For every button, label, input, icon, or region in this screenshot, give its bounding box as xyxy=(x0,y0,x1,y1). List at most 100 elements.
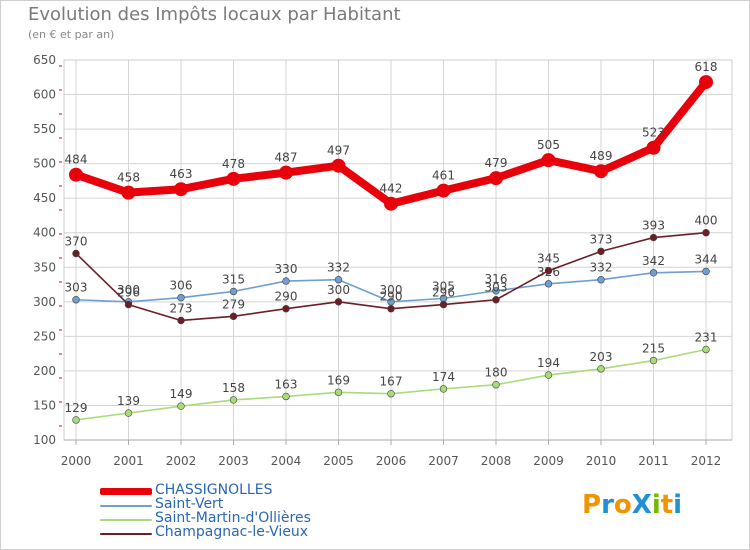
legend-item: Saint-Martin-d'Ollières xyxy=(100,510,400,526)
data-point xyxy=(72,249,80,258)
x-tick-label: 2000 xyxy=(61,454,92,468)
legend-swatch xyxy=(100,488,152,495)
legend-item: CHASSIGNOLLES xyxy=(100,482,400,498)
x-tick-label: 2012 xyxy=(691,454,722,468)
data-point xyxy=(121,185,136,200)
data-label: 487 xyxy=(275,151,298,165)
data-point xyxy=(544,267,553,275)
legend-label: Champagnac-le-Vieux xyxy=(155,524,309,540)
data-label: 370 xyxy=(65,234,88,248)
y-tick-label: 350 xyxy=(33,260,56,274)
data-label: 163 xyxy=(275,377,298,391)
data-point xyxy=(439,385,448,393)
data-point xyxy=(492,381,500,389)
data-point xyxy=(334,298,343,306)
legend-label: Saint-Vert xyxy=(155,496,224,512)
data-label: 478 xyxy=(222,157,245,171)
data-point xyxy=(177,293,185,302)
data-point xyxy=(702,345,710,354)
x-tick-label: 2004 xyxy=(271,454,302,468)
data-label: 442 xyxy=(380,182,403,196)
chart-title: Evolution des Impôts locaux par Habitant xyxy=(28,4,401,25)
data-label: 332 xyxy=(327,261,350,275)
x-tick-label: 2007 xyxy=(428,454,459,468)
data-label: 231 xyxy=(695,330,718,344)
data-label: 393 xyxy=(642,219,665,233)
data-label: 290 xyxy=(380,290,403,304)
logo-letter: r xyxy=(601,490,614,520)
data-point xyxy=(541,153,556,168)
data-label: 290 xyxy=(275,290,298,304)
data-point xyxy=(174,182,188,197)
data-label: 305 xyxy=(432,279,455,293)
data-label: 174 xyxy=(432,370,455,384)
y-tick-label: 550 xyxy=(33,122,56,136)
data-label: 300 xyxy=(380,283,403,297)
data-point xyxy=(177,402,185,410)
data-label: 479 xyxy=(485,156,508,170)
data-label: 303 xyxy=(485,281,508,295)
data-label: 342 xyxy=(642,254,665,268)
data-label: 300 xyxy=(327,283,350,297)
data-point xyxy=(177,316,185,325)
data-point xyxy=(597,247,605,256)
y-tick-label: 100 xyxy=(33,433,56,447)
logo-letter: i xyxy=(651,490,661,520)
y-tick-label: 650 xyxy=(33,53,56,67)
data-point xyxy=(544,371,553,379)
data-label: 203 xyxy=(590,350,613,364)
data-point xyxy=(594,164,608,179)
x-tick-label: 2002 xyxy=(166,454,197,468)
logo-letter: P xyxy=(582,490,602,520)
legend-label: CHASSIGNOLLES xyxy=(155,482,273,498)
data-point xyxy=(439,300,448,309)
data-point xyxy=(229,396,238,404)
data-label: 345 xyxy=(537,252,560,266)
data-point xyxy=(649,269,658,277)
data-label: 180 xyxy=(485,366,508,380)
data-point xyxy=(649,233,658,242)
data-label: 461 xyxy=(432,169,455,183)
data-label: 489 xyxy=(590,149,613,163)
data-point xyxy=(649,356,658,365)
data-label: 618 xyxy=(695,60,718,74)
data-label: 332 xyxy=(590,261,613,275)
chart-subtitle: (en € et par an) xyxy=(28,28,115,41)
data-label: 484 xyxy=(65,153,88,167)
data-point xyxy=(544,280,553,288)
data-point xyxy=(229,312,238,321)
y-tick-label: 200 xyxy=(33,364,56,378)
data-point xyxy=(492,287,500,295)
data-label: 158 xyxy=(222,381,245,395)
data-point xyxy=(387,390,395,398)
data-point xyxy=(282,277,290,285)
data-point xyxy=(279,165,293,180)
data-point xyxy=(387,305,395,313)
data-point xyxy=(72,296,80,304)
data-label: 303 xyxy=(65,281,88,295)
legend-item: Champagnac-le-Vieux xyxy=(100,524,400,540)
data-point xyxy=(69,167,83,182)
data-point xyxy=(597,276,605,284)
data-point xyxy=(384,196,398,211)
data-point xyxy=(436,183,451,198)
data-point xyxy=(72,416,80,424)
x-tick-label: 2003 xyxy=(218,454,249,468)
data-point xyxy=(702,267,710,276)
x-tick-label: 2011 xyxy=(638,454,669,468)
data-point xyxy=(282,392,290,401)
x-tick-label: 2010 xyxy=(586,454,617,468)
x-tick-label: 2005 xyxy=(323,454,354,468)
data-point xyxy=(226,171,241,186)
y-tick-label: 450 xyxy=(33,191,56,205)
data-label: 523 xyxy=(642,126,665,140)
data-label: 300 xyxy=(117,283,140,297)
legend-swatch xyxy=(100,519,152,521)
data-label: 279 xyxy=(222,297,245,311)
y-tick-label: 150 xyxy=(33,398,56,412)
proxiti-logo: ProXiti xyxy=(582,490,682,520)
data-label: 463 xyxy=(170,167,193,181)
logo-letter: i xyxy=(673,490,683,520)
data-label: 149 xyxy=(170,387,193,401)
data-point xyxy=(331,158,346,173)
